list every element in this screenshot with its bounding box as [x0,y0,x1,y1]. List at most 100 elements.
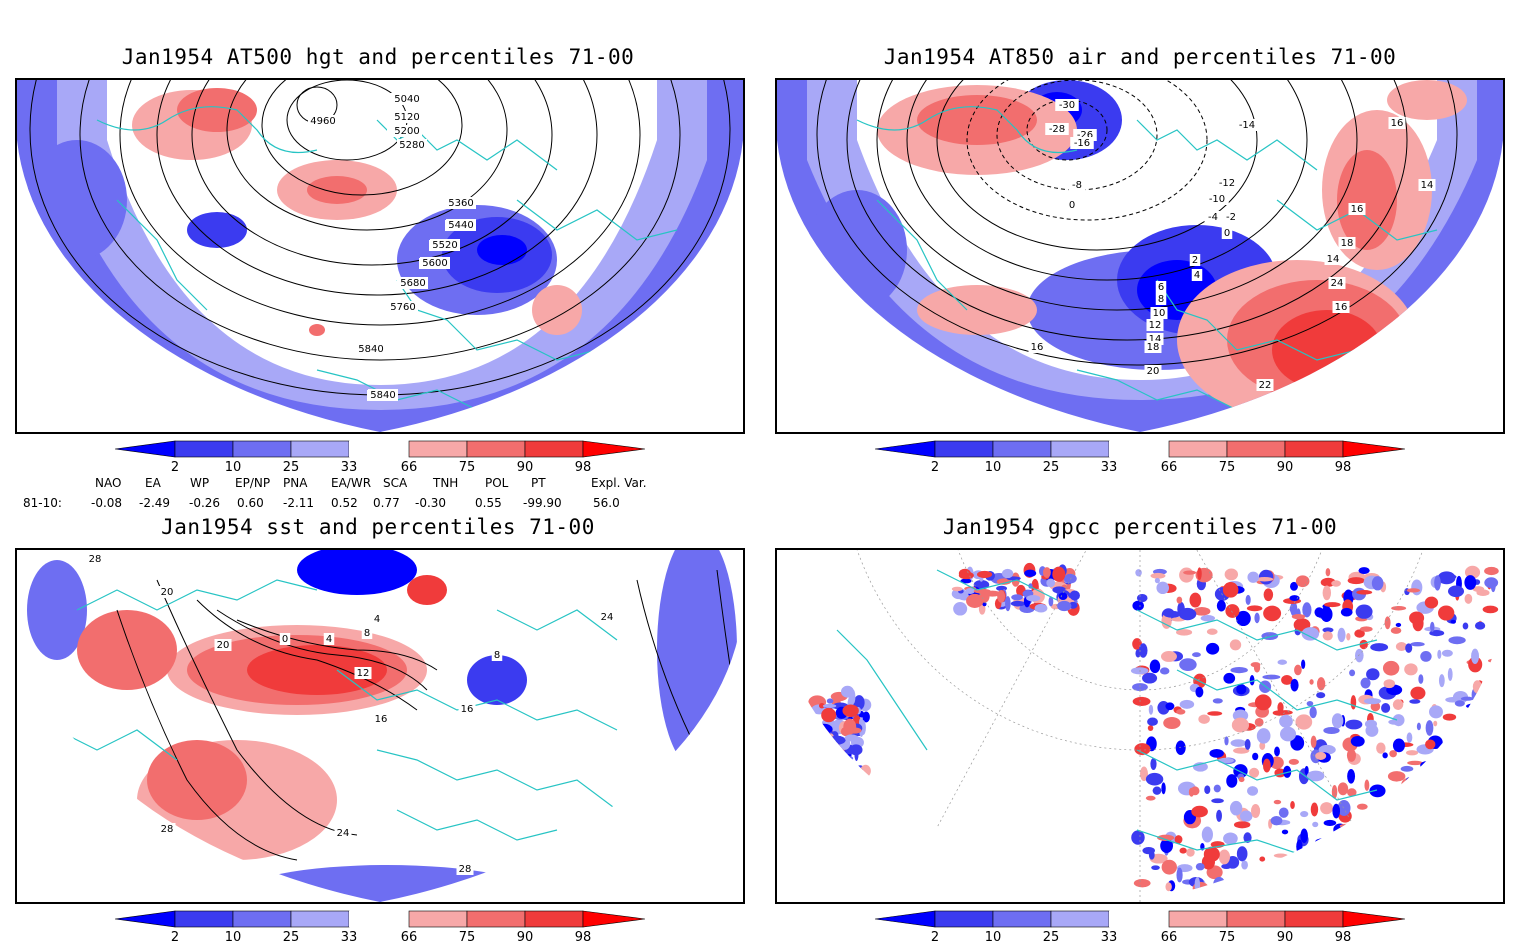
precip-percentile-patch [1179,658,1197,672]
precip-percentile-patch [1304,765,1309,776]
colorbar-segment [466,910,526,928]
precip-percentile-patch [1226,774,1238,788]
precip-percentile-patch [1034,603,1048,613]
precip-percentile-patch [1252,752,1259,761]
precip-percentile-patch [822,703,837,708]
precip-percentile-patch [1132,696,1151,706]
precip-percentile-patch [1263,588,1274,602]
precip-percentile-patch [965,588,975,594]
precip-percentile-patch [1299,854,1311,860]
precip-percentile-patch [1316,692,1326,699]
colorbar-segment [1284,910,1344,928]
colorbar-segment [1284,440,1344,458]
precip-percentile-patch [1420,838,1428,844]
colorbar-tick-label: 10 [224,460,242,475]
colorbar-svg [874,440,1406,458]
contour-label: 5120 [394,112,419,123]
precip-percentile-patch [1191,805,1208,818]
colorbar-tick-label: 2 [930,460,940,475]
precip-percentile-patch [1432,828,1449,839]
contour-label: 8 [364,628,370,639]
colorbar-segment [1050,910,1110,928]
precip-percentile-patch [1315,838,1333,846]
colorbar-tick-label: 33 [1100,930,1118,945]
colorbar-3: 2 10 25 33 66 75 90 98 [114,910,646,950]
precip-percentile-patch [1369,784,1386,798]
contour-label-bg [308,115,338,127]
contour-label-bg [446,219,476,231]
precip-percentile-patch [1279,878,1296,889]
precip-percentile-patch [1241,860,1248,870]
precip-percentile-patch [1148,704,1154,715]
precip-percentile-patch [1438,605,1455,621]
precip-percentile-patch [1217,757,1234,764]
precip-percentile-patch [1138,643,1148,658]
precip-percentile-patch [1042,567,1051,579]
colorbar-segment [232,440,292,458]
precip-percentile-patch [1206,628,1218,635]
contour-label-bg [430,239,460,251]
contour-label: 20 [1147,366,1160,377]
indices-header: EA [145,476,161,490]
precip-percentile-patch [815,800,823,805]
precip-percentile-patch [1195,862,1205,871]
precip-percentile-patch [1005,596,1011,612]
precip-percentile-patch [1439,768,1455,774]
contour-label: 16 [1391,118,1404,129]
precip-percentile-patch [1176,629,1193,636]
colorbar-tick-label: 10 [984,930,1002,945]
precip-percentile-patch [1434,823,1439,831]
precip-percentile-patch [1490,577,1496,593]
precip-percentile-patch [1165,702,1175,711]
precip-percentile-patch [1301,627,1320,641]
colorbar-tick-label: 90 [1276,930,1294,945]
contour-label-bg [1150,307,1168,319]
precip-percentile-patch [1350,695,1357,710]
contour-label-bg [1144,341,1162,353]
precip-percentile-patch [1422,825,1435,835]
colorbar-tick-label: 98 [1334,930,1352,945]
precip-percentile-patch [976,570,993,579]
colorbar-tick-label: 25 [282,460,300,475]
colorbar-segment [290,910,350,928]
contour-label-bg [397,139,427,151]
precip-percentile-patch [1235,610,1251,627]
precip-percentile-patch [1026,595,1041,602]
precip-percentile-patch [1176,867,1183,883]
colorbar-segment [174,910,234,928]
precip-percentile-patch [1233,764,1248,778]
precip-percentile-patch [842,791,851,796]
precip-percentile-patch [1203,846,1220,862]
contour-label: 16 [1031,342,1044,353]
colorbar-segment [934,440,994,458]
precip-percentile-patch [1306,770,1325,782]
precip-percentile-patch [1394,798,1406,805]
precip-percentile-patch [1426,861,1435,867]
precip-percentile-patch [842,704,859,717]
contour-label: -12 [1219,178,1235,189]
precip-percentile-patch [835,770,850,778]
contour-label: 14 [1421,180,1434,191]
colorbar-tick-label: 98 [1334,460,1352,475]
precip-percentile-patch [827,795,844,805]
precip-percentile-patch [1364,719,1378,729]
precip-percentile-patch [1211,798,1224,804]
precip-percentile-patch [1418,674,1424,684]
precip-percentile-patch [1320,606,1333,622]
indices-value: 56.0 [593,496,620,510]
precip-percentile-patch [1447,806,1457,812]
precip-percentile-patch [1475,716,1490,728]
contour-label: 12 [357,668,370,679]
precip-percentile-patch [835,788,841,802]
precip-percentile-patch [1277,659,1288,665]
precip-percentile-patch [1197,567,1202,581]
precip-percentile-patch [1200,615,1216,622]
precip-percentile-patch [1346,632,1351,641]
contour-label-bg [1256,379,1274,391]
precip-percentile-patch [1481,690,1488,704]
colorbar-segment [1342,440,1406,458]
precip-percentile-patch [821,790,830,806]
colorbar-svg [114,910,646,928]
precip-percentile-patch [1354,629,1365,638]
contour-label: 4960 [310,116,335,127]
